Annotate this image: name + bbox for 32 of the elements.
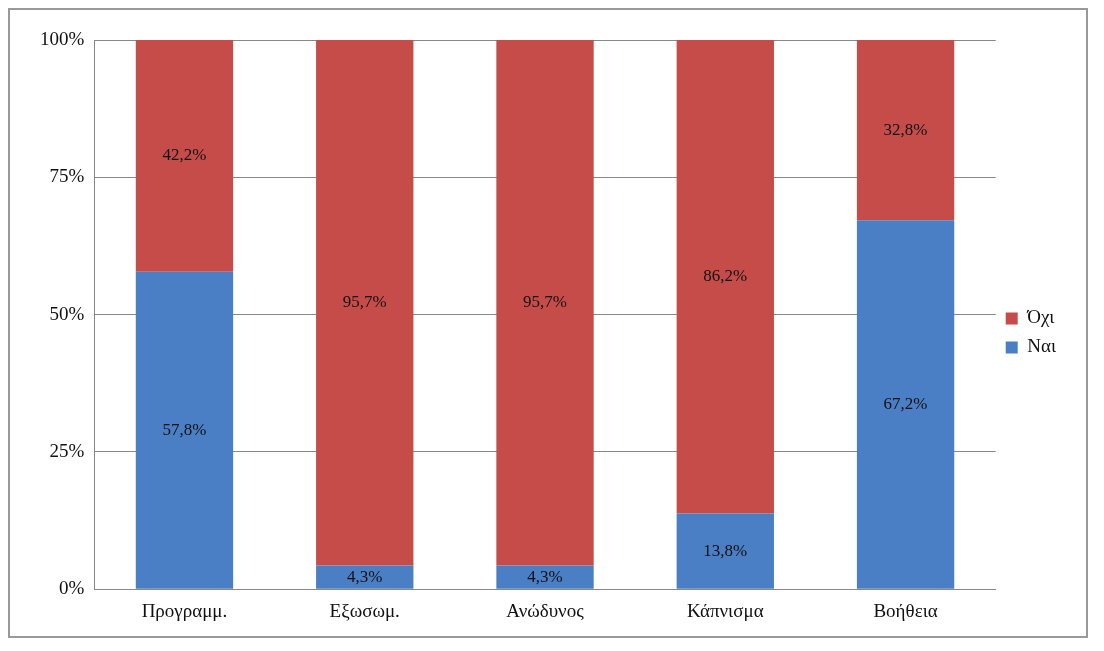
bar [676,40,774,514]
x-tick-label: Προγραμμ. [141,599,228,621]
x-tick-label: Εξωσωμ. [329,599,400,621]
y-tick-label: 75% [49,165,85,187]
legend-label: Όχι [1026,306,1056,328]
data-label: 95,7% [342,292,387,312]
y-tick-label: 0% [59,577,85,599]
y-tick-label: 50% [49,302,85,324]
data-label: 4,3% [347,566,383,586]
data-label: 42,2% [162,145,207,165]
bar [316,565,414,589]
bar [496,565,594,589]
bar [676,513,774,589]
x-tick-label: Κάπνισμα [686,599,764,621]
data-label: 13,8% [703,540,748,560]
data-label: 86,2% [703,266,748,286]
bar [316,40,414,566]
data-label: 32,8% [883,119,928,139]
data-label: 4,3% [527,566,563,586]
bar [856,220,955,589]
data-label: 67,2% [883,393,928,413]
legend-label: Ναι [1027,335,1057,357]
x-tick-label: Ανώδυνος [506,599,585,621]
y-tick-label: 100% [40,27,85,49]
bar [496,40,594,566]
data-label: 95,7% [523,292,567,312]
bar [856,40,955,221]
data-label: 57,8% [162,419,207,439]
x-tick-label: Βοήθεια [873,599,938,621]
bar [135,40,234,272]
y-tick-label: 25% [49,439,85,461]
bar [135,271,234,589]
